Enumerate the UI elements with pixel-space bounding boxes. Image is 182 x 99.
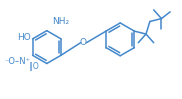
- Text: ‖O: ‖O: [29, 62, 38, 71]
- Text: HO: HO: [17, 33, 31, 42]
- Text: NH₂: NH₂: [53, 17, 70, 26]
- Text: O: O: [80, 38, 87, 47]
- Text: ⁻O–N⁺: ⁻O–N⁺: [5, 57, 31, 66]
